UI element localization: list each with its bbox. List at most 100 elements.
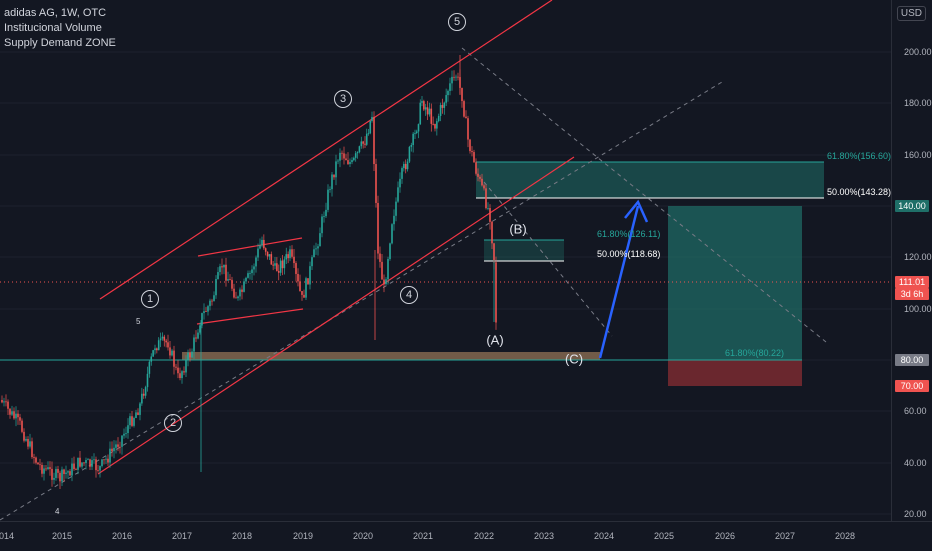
time-tick: 2016 — [111, 531, 133, 541]
candle-body — [171, 350, 173, 356]
candle-body — [349, 162, 351, 165]
candle-body — [279, 260, 282, 273]
wave-3-label[interactable]: 3 — [334, 90, 352, 108]
candle-body — [47, 467, 49, 470]
candle-body — [95, 459, 97, 471]
candle-body — [11, 411, 13, 415]
symbol-title[interactable]: adidas AG, 1W, OTC — [4, 7, 107, 19]
time-tick: 2026 — [714, 531, 736, 541]
candle-body — [385, 279, 387, 285]
candle-body — [85, 460, 87, 464]
time-axis[interactable] — [0, 521, 932, 551]
candle-body — [379, 253, 381, 262]
candle-body — [125, 433, 127, 434]
fib-mid-618[interactable]: 61.80%(126.11) — [597, 229, 661, 239]
indicator-supply-demand[interactable]: Supply Demand ZONE — [4, 37, 116, 49]
candle-body — [193, 337, 195, 352]
candle-body — [251, 269, 253, 274]
indicator-volume[interactable]: Institucional Volume — [4, 22, 102, 34]
fib-mid-50[interactable]: 50.00%(118.68) — [597, 249, 661, 259]
candle-body — [185, 359, 187, 373]
candle-body — [19, 417, 21, 421]
fib-upper-50[interactable]: 50.00%(143.28) — [827, 187, 892, 197]
candle-body — [179, 373, 181, 379]
candle-body — [263, 239, 265, 249]
candle-body — [277, 270, 280, 273]
candle-body — [221, 266, 223, 268]
candle-body — [51, 468, 53, 480]
candle-body — [381, 261, 383, 280]
candle-body — [91, 460, 93, 467]
candle-body — [15, 413, 17, 419]
wave-a-label[interactable]: (A) — [486, 332, 504, 348]
price-tick: 40.00 — [904, 458, 927, 468]
elliott-channel — [97, 0, 575, 475]
candle-body — [141, 393, 143, 404]
wave-1-label[interactable]: 1 — [141, 290, 159, 308]
candle-body — [426, 107, 429, 115]
candle-body — [347, 160, 349, 165]
candle-body — [173, 350, 175, 367]
candle-body — [375, 164, 377, 203]
candle-body — [1, 400, 3, 403]
wave-4-label[interactable]: 4 — [400, 286, 418, 304]
candle-body — [299, 281, 301, 292]
candle-body — [189, 352, 191, 358]
candle-body — [321, 216, 323, 234]
target-price-label: 140.00 — [895, 200, 929, 212]
candle-body — [29, 441, 31, 447]
candle-body — [37, 462, 39, 465]
candle-body — [421, 101, 423, 103]
candle-body — [371, 116, 373, 122]
candle-body — [199, 325, 201, 333]
candle-body — [89, 459, 91, 467]
candle-body — [406, 161, 409, 170]
candle-body — [81, 462, 83, 467]
wave-2-label[interactable]: 2 — [164, 414, 182, 432]
candle-body — [365, 133, 368, 145]
candle-body — [31, 441, 33, 458]
currency-button[interactable]: USD — [896, 6, 926, 21]
candle-body — [401, 168, 403, 179]
candle-body — [9, 408, 11, 415]
candle-body — [313, 249, 315, 258]
candle-body — [297, 273, 299, 282]
candle-body — [3, 401, 5, 403]
candle-body — [485, 188, 487, 209]
candle-body — [289, 249, 291, 259]
candle-body — [142, 393, 145, 396]
time-tick: 2018 — [231, 531, 253, 541]
candle-body — [335, 161, 337, 178]
candle-body — [315, 248, 317, 250]
candle-body — [303, 294, 305, 298]
candle-body — [243, 281, 245, 292]
fib-low-618[interactable]: 61.80%(80.22) — [725, 348, 785, 358]
candle-body — [154, 348, 156, 351]
candle-body — [343, 153, 345, 159]
wave-5-label[interactable]: 5 — [448, 13, 466, 31]
candle-body — [424, 107, 427, 110]
candle-body — [183, 371, 185, 373]
candle-body — [449, 83, 451, 91]
candle-body — [75, 469, 77, 470]
candle-body — [266, 251, 269, 257]
candle-body — [437, 115, 440, 122]
candle-body — [333, 174, 335, 178]
candle-body — [177, 367, 179, 374]
candle-body — [410, 145, 413, 147]
candle-body — [353, 157, 355, 161]
projection-arrow — [598, 199, 649, 359]
price-axis[interactable] — [891, 0, 932, 521]
candle-body — [25, 438, 27, 441]
candle-body — [55, 468, 57, 478]
candle-body — [436, 121, 438, 129]
candle-body — [261, 239, 263, 246]
candle-body — [53, 477, 55, 480]
wave-b-label[interactable]: (B) — [509, 221, 527, 237]
wave-c-label[interactable]: (C) — [564, 351, 584, 367]
fib-upper-618[interactable]: 61.80%(156.60) — [827, 151, 892, 161]
candle-body — [329, 189, 331, 190]
candle-body — [285, 254, 288, 260]
time-tick: 2017 — [171, 531, 193, 541]
